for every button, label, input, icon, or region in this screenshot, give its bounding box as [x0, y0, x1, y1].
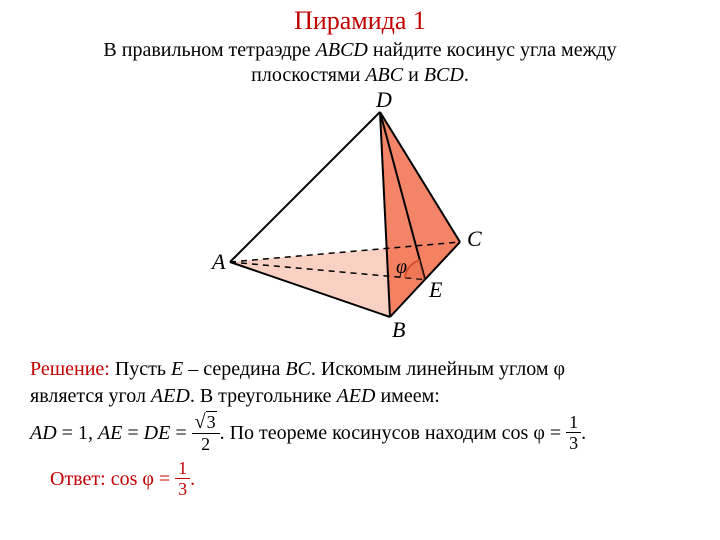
- txt: = 1,: [57, 422, 98, 444]
- tetrahedron-diagram: A B C D E φ: [200, 92, 520, 342]
- txt: DE: [144, 422, 171, 444]
- fraction-1-3: 1 3: [566, 413, 581, 452]
- txt: найдите косинус угла между: [368, 39, 617, 61]
- txt: =: [170, 422, 191, 444]
- txt: .: [581, 422, 586, 444]
- txt: =: [122, 422, 143, 444]
- label-c: C: [467, 226, 482, 251]
- txt: AD: [30, 422, 57, 444]
- txt: . По теореме косинусов находим: [220, 422, 502, 444]
- answer-row: Ответ: cos φ = 1 3 .: [0, 455, 720, 500]
- txt: cos φ =: [111, 468, 175, 490]
- page-title: Пирамида 1: [0, 0, 720, 36]
- problem-text: В правильном тетраэдре ABCD найдите коси…: [0, 38, 720, 88]
- txt: .: [464, 64, 469, 86]
- txt: – середина: [183, 358, 285, 380]
- solution-label: Решение:: [30, 358, 110, 380]
- txt: ABCD: [316, 39, 368, 61]
- txt: плоскостями: [251, 64, 365, 86]
- txt: BC: [285, 358, 311, 380]
- txt: E: [171, 358, 183, 380]
- sqrt-arg: 3: [206, 411, 217, 432]
- txt: AED: [337, 385, 376, 407]
- txt: .: [190, 468, 195, 490]
- frac-den: 2: [192, 434, 220, 453]
- txt: имеем:: [375, 385, 439, 407]
- txt: . Искомым линейным углом φ: [311, 358, 565, 380]
- fraction-answer: 1 3: [175, 459, 190, 498]
- txt: Пусть: [110, 358, 171, 380]
- formula-row: AD = 1, AE = DE = √3 2 . По теореме коси…: [0, 410, 720, 455]
- txt: AED: [151, 385, 190, 407]
- label-a: A: [210, 249, 226, 274]
- fraction-sqrt3-2: √3 2: [192, 412, 220, 453]
- txt: cos φ =: [502, 422, 566, 444]
- txt: . В треугольнике: [190, 385, 337, 407]
- txt: и: [403, 64, 424, 86]
- txt: AE: [98, 422, 122, 444]
- frac-num: 1: [566, 413, 581, 433]
- label-phi: φ: [396, 256, 407, 278]
- frac-den: 3: [566, 433, 581, 452]
- label-d: D: [375, 92, 392, 112]
- edge-ad: [230, 112, 380, 262]
- txt: ABC: [365, 64, 403, 86]
- txt: В правильном тетраэдре: [103, 39, 315, 61]
- frac-num: 1: [175, 459, 190, 479]
- txt: является угол: [30, 385, 151, 407]
- label-b: B: [392, 317, 405, 342]
- answer-label: Ответ:: [50, 468, 111, 490]
- frac-den: 3: [175, 479, 190, 498]
- solution-block: Решение: Пусть E – середина BC. Искомым …: [0, 356, 720, 410]
- label-e: E: [428, 277, 443, 302]
- txt: BCD: [424, 64, 464, 86]
- diagram-container: A B C D E φ: [0, 92, 720, 348]
